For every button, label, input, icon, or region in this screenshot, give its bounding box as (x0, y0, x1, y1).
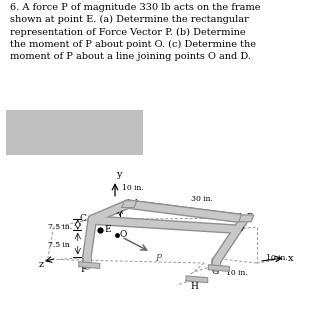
Text: 10 in.: 10 in. (226, 269, 248, 277)
Text: G: G (211, 268, 218, 277)
Text: C: C (80, 214, 87, 223)
Text: z: z (39, 260, 44, 269)
Polygon shape (239, 215, 254, 222)
Polygon shape (122, 201, 137, 208)
Text: P: P (156, 254, 162, 263)
Text: D: D (237, 224, 244, 233)
Text: B: B (246, 213, 253, 222)
Text: x: x (287, 254, 293, 263)
Polygon shape (208, 265, 229, 272)
Text: A: A (132, 199, 138, 208)
Text: 7.5 in: 7.5 in (48, 241, 70, 249)
Bar (6, 110, 143, 154)
Text: 6. A force P of magnitude 330 lb acts on the frame
shown at point E. (a) Determi: 6. A force P of magnitude 330 lb acts on… (10, 3, 260, 61)
Polygon shape (79, 262, 100, 268)
Text: 30 in.: 30 in. (191, 195, 213, 203)
Text: H: H (191, 282, 198, 291)
Text: 10 in.: 10 in. (122, 184, 143, 192)
Text: 7.5 in.: 7.5 in. (48, 223, 72, 231)
Text: O: O (120, 230, 127, 239)
Text: E: E (104, 225, 111, 234)
Text: 10 in.: 10 in. (266, 254, 287, 262)
Text: F: F (80, 265, 87, 274)
Text: y: y (116, 170, 122, 179)
Polygon shape (186, 276, 208, 283)
